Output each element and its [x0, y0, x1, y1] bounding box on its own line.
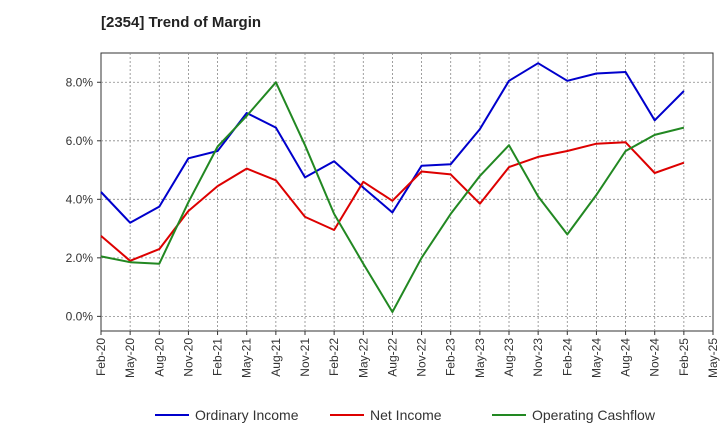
- x-tick-label: Feb-20: [94, 338, 108, 376]
- y-tick-label: 8.0%: [66, 75, 94, 89]
- series-line-net-income: [100, 141, 685, 262]
- x-tick-label: May-24: [589, 338, 603, 378]
- series-line-ordinary-income: [100, 62, 685, 224]
- legend-label-net-income: Net Income: [370, 407, 442, 423]
- x-tick-label: Feb-24: [560, 338, 574, 376]
- y-tick-label: 6.0%: [66, 134, 94, 148]
- grid-lines: [101, 53, 713, 331]
- chart-title: [2354] Trend of Margin: [101, 14, 262, 31]
- series-lines: [100, 62, 685, 313]
- y-tick-label: 0.0%: [66, 309, 94, 323]
- x-tick-label: Aug-23: [502, 338, 516, 377]
- x-tick-label: Feb-25: [677, 338, 691, 376]
- legend-label-operating-cashflow: Operating Cashflow: [532, 407, 656, 423]
- x-tick-label: Nov-21: [298, 338, 312, 377]
- y-tick-label: 2.0%: [66, 251, 94, 265]
- x-tick-label: Nov-23: [531, 338, 545, 377]
- y-tick-label: 4.0%: [66, 192, 94, 206]
- x-tick-label: Feb-22: [327, 338, 341, 376]
- series-line-operating-cashflow: [100, 81, 685, 313]
- x-tick-label: Feb-21: [211, 338, 225, 376]
- x-tick-label: May-23: [473, 338, 487, 378]
- x-tick-label: May-25: [706, 338, 720, 378]
- y-axis: 0.0% 2.0% 4.0% 6.0% 8.0%: [66, 75, 101, 323]
- x-tick-label: Aug-21: [269, 338, 283, 377]
- x-tick-label: Aug-22: [385, 338, 399, 377]
- x-tick-label: May-20: [123, 338, 137, 378]
- x-tick-label: May-22: [356, 338, 370, 378]
- x-tick-label: Feb-23: [444, 338, 458, 376]
- legend-label-ordinary-income: Ordinary Income: [195, 407, 299, 423]
- x-tick-label: Nov-24: [648, 338, 662, 377]
- x-tick-label: Aug-20: [152, 338, 166, 377]
- x-tick-label: Aug-24: [619, 338, 633, 377]
- x-tick-label: Nov-20: [181, 338, 195, 377]
- x-tick-label: May-21: [240, 338, 254, 378]
- x-axis: Feb-20 May-20 Aug-20 Nov-20 Feb-21 May-21 Aug-…: [94, 331, 720, 378]
- legend: Ordinary Income Net Income Operating Cashf…: [155, 407, 656, 423]
- x-tick-label: Nov-22: [415, 338, 429, 377]
